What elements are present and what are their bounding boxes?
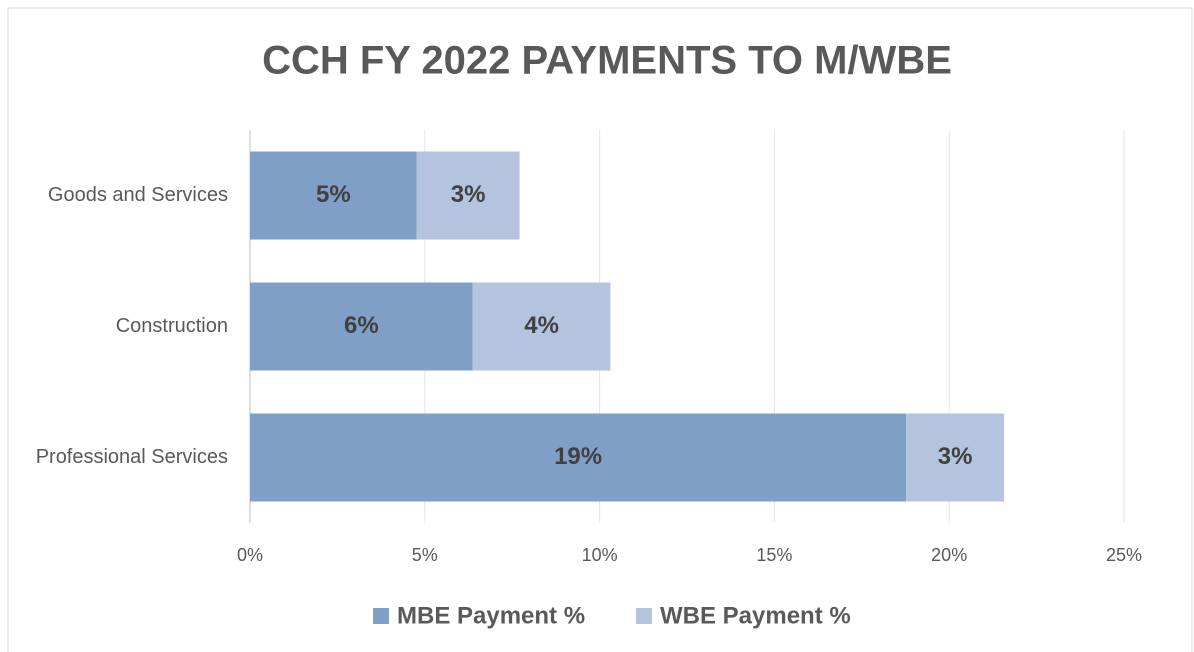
bar-segment <box>250 151 417 240</box>
value-label: 19% <box>554 443 602 470</box>
x-tick-label: 10% <box>582 545 618 565</box>
bar-segment <box>250 413 907 502</box>
value-label: 3% <box>451 181 486 208</box>
legend-swatch <box>373 608 389 624</box>
bar-segment <box>416 151 520 240</box>
value-label: 5% <box>316 181 351 208</box>
legend-label: WBE Payment % <box>660 602 851 629</box>
x-tick-label: 25% <box>1106 545 1142 565</box>
y-tick-label: Goods and Services <box>48 184 228 206</box>
x-tick-label: 15% <box>756 545 792 565</box>
value-label: 4% <box>524 312 559 339</box>
legend-label: MBE Payment % <box>397 602 585 629</box>
x-tick-label: 20% <box>931 545 967 565</box>
legend-swatch <box>636 608 652 624</box>
y-tick-label: Professional Services <box>36 446 228 468</box>
x-tick-label: 0% <box>237 545 263 565</box>
bar-segment <box>906 413 1005 502</box>
value-label: 3% <box>938 443 973 470</box>
bar-segment <box>472 282 611 371</box>
bar-segment <box>250 282 473 371</box>
value-label: 6% <box>344 312 379 339</box>
y-tick-label: Construction <box>116 315 228 337</box>
chart-title: CCH FY 2022 PAYMENTS TO M/WBE <box>262 39 952 83</box>
x-tick-label: 5% <box>412 545 438 565</box>
